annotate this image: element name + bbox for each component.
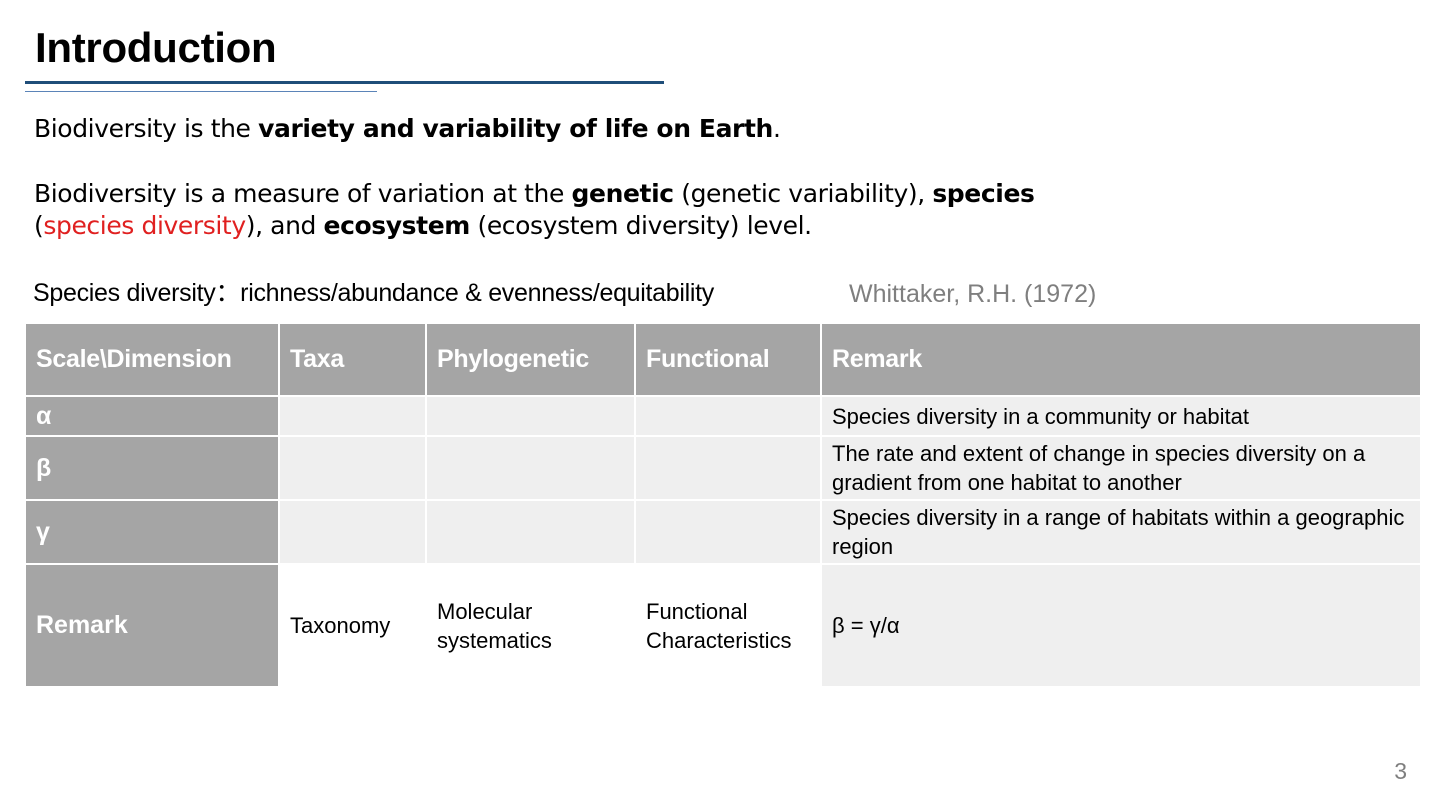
- levels-text-2: (genetic variability),: [673, 179, 933, 208]
- diversity-table: Scale\Dimension Taxa Phylogenetic Functi…: [24, 322, 1422, 688]
- row-label-alpha: α: [24, 395, 280, 437]
- cell-phylogenetic: [425, 435, 636, 501]
- ecosystem-term: ecosystem: [323, 211, 471, 240]
- biodiversity-definition: Biodiversity is the variety and variabil…: [34, 113, 781, 145]
- cell-functional: [634, 395, 822, 437]
- header-phylogenetic: Phylogenetic: [425, 322, 636, 397]
- levels-text-1: Biodiversity is a measure of variation a…: [34, 179, 572, 208]
- definition-emphasis: variety and variability of life on Earth: [258, 114, 773, 143]
- cell-functional: [634, 435, 822, 501]
- header-scale-dimension: Scale\Dimension: [24, 322, 280, 397]
- table-row: Remark Taxonomy Molecular systematics Fu…: [24, 563, 1422, 688]
- cell-phylogenetic: [425, 499, 636, 565]
- row-label-beta: β: [24, 435, 280, 501]
- cell-taxa: Taxonomy: [278, 563, 427, 688]
- cell-taxa: [278, 435, 427, 501]
- cell-phylogenetic: [425, 395, 636, 437]
- biodiversity-levels-line1: Biodiversity is a measure of variation a…: [34, 178, 1035, 210]
- header-taxa: Taxa: [278, 322, 427, 397]
- levels-text-4: (ecosystem diversity) level.: [469, 211, 812, 240]
- row-label-gamma: γ: [24, 499, 280, 565]
- levels-text-3: ), and: [245, 211, 324, 240]
- table-row: α Species diversity in a community or ha…: [24, 395, 1422, 437]
- title-underline-thin: [25, 91, 377, 92]
- header-functional: Functional: [634, 322, 822, 397]
- slide-title: Introduction: [35, 24, 277, 71]
- cell-phylogenetic: Molecular systematics: [425, 563, 636, 688]
- cell-functional: Functional Characteristics: [634, 563, 822, 688]
- citation: Whittaker, R.H. (1972): [849, 280, 1097, 308]
- open-paren: (: [34, 211, 44, 240]
- table-row: β The rate and extent of change in speci…: [24, 435, 1422, 501]
- cell-remark: Species diversity in a community or habi…: [820, 395, 1422, 437]
- page-number: 3: [1394, 758, 1407, 784]
- title-underline: [25, 81, 664, 84]
- biodiversity-levels-line2: (species diversity), and ecosystem (ecos…: [34, 210, 812, 242]
- cell-remark: Species diversity in a range of habitats…: [820, 499, 1422, 565]
- cell-remark: β = γ/α: [820, 563, 1422, 688]
- header-remark: Remark: [820, 322, 1422, 397]
- genetic-term: genetic: [571, 179, 675, 208]
- cell-functional: [634, 499, 822, 565]
- species-diversity-components: Species diversity：richness/abundance & e…: [33, 279, 714, 307]
- cell-taxa: [278, 395, 427, 437]
- cell-taxa: [278, 499, 427, 565]
- species-diversity-highlight: species diversity: [43, 211, 246, 240]
- definition-prefix: Biodiversity is the: [34, 114, 259, 143]
- table-row: γ Species diversity in a range of habita…: [24, 499, 1422, 565]
- row-label-remark: Remark: [24, 563, 280, 688]
- cell-remark: The rate and extent of change in species…: [820, 435, 1422, 501]
- table-header-row: Scale\Dimension Taxa Phylogenetic Functi…: [24, 322, 1422, 397]
- species-term: species: [932, 179, 1035, 208]
- definition-suffix: .: [772, 114, 781, 143]
